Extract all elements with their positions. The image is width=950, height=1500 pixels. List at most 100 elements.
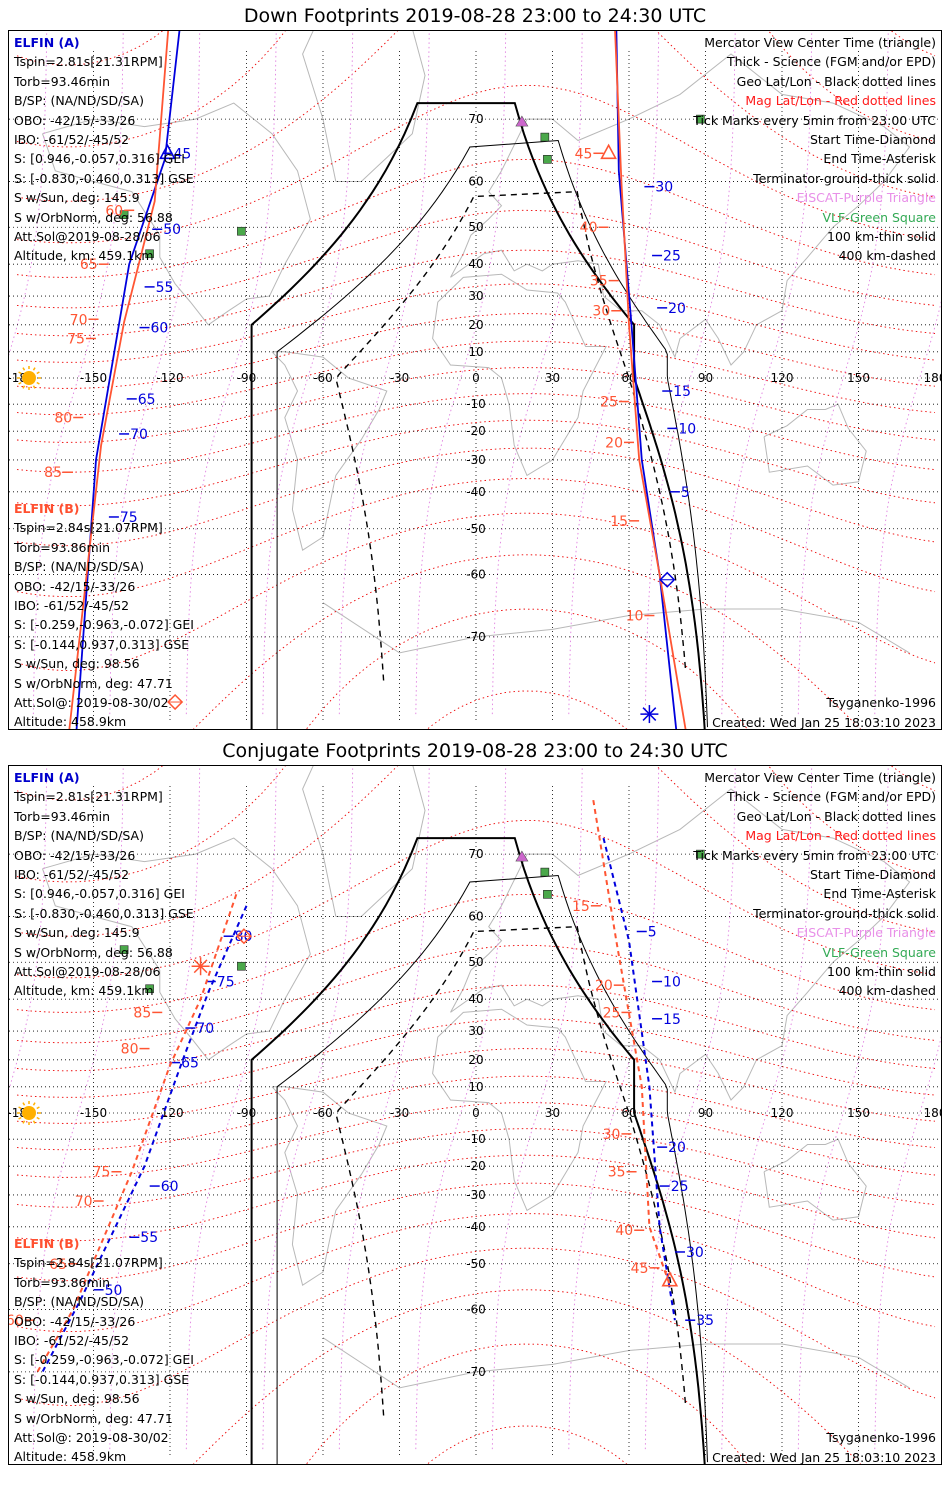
track-time-label: 50 xyxy=(105,1283,123,1299)
legend-line: Tick Marks every 5min from 23:00 UTC xyxy=(693,112,936,128)
mag-lat-line xyxy=(16,1154,936,1242)
lat-tick-label: -70 xyxy=(466,630,486,644)
track-time-label: 75 xyxy=(120,510,138,526)
mag-lat-line xyxy=(16,419,936,507)
track-time-label: 75 xyxy=(67,331,85,347)
lon-tick-label: 180 xyxy=(924,1106,942,1120)
legend-line: 100 km-thin solid xyxy=(827,228,936,244)
created-label: Created: Wed Jan 25 18:03:10 2023 xyxy=(712,715,936,730)
elfin-b-line: Torb=93.86min xyxy=(14,1274,111,1290)
track-time-label: 75 xyxy=(93,1165,111,1181)
lat-tick-label: -10 xyxy=(466,1132,486,1146)
vlf-station-marker xyxy=(237,961,246,971)
conjugate-footprints-plot: -180-150-120-90-60-300306090120150180706… xyxy=(9,766,942,1464)
lat-tick-label: 60 xyxy=(468,910,483,924)
lon-tick-label: 30 xyxy=(545,371,560,385)
coastline xyxy=(763,403,867,486)
elfin-b-line: B/SP: (NA/ND/SD/SA) xyxy=(14,1294,144,1310)
eiscat-marker xyxy=(515,850,529,862)
track-time-label: 15 xyxy=(673,384,691,400)
lat-tick-label: -30 xyxy=(466,1188,486,1202)
vlf-station-marker xyxy=(540,867,550,877)
sun-ray xyxy=(36,371,40,375)
lat-tick-label: 30 xyxy=(468,289,483,303)
mag-lon-line xyxy=(338,31,430,715)
lat-tick-label: -50 xyxy=(466,522,486,536)
end-asterisk-marker xyxy=(193,959,208,974)
track-time-label: 30 xyxy=(655,180,673,196)
footprint-track-a xyxy=(602,837,676,1321)
lat-tick-label: -30 xyxy=(466,453,486,467)
legend-line: Mercator View Center Time (triangle) xyxy=(704,35,936,50)
track-time-label: 5 xyxy=(681,485,690,501)
track-time-label: 45 xyxy=(631,1261,649,1277)
track-time-label: 25 xyxy=(600,395,618,411)
lat-tick-label: -60 xyxy=(466,1302,486,1316)
elfin-a-line: Torb=93.46min xyxy=(14,73,111,89)
center-time-triangle xyxy=(159,143,176,160)
sun-ray xyxy=(32,1102,36,1106)
elfin-b-line: IBO: -61/52/-45/52 xyxy=(14,597,130,613)
vlf-station-marker xyxy=(145,984,154,994)
coastline xyxy=(763,1138,867,1221)
mag-lat-line xyxy=(16,31,936,202)
mag-lat-line xyxy=(16,819,936,979)
elfin-a-line: Altitude, km: 459.1km xyxy=(14,248,154,264)
elfin-b-info: ELFIN (B) Tspin=2.84s[21.07RPM] Torb=93.… xyxy=(14,499,194,729)
track-time-label: 15 xyxy=(663,1012,681,1028)
legend-line: Thick - Science (FGM and/or EPD) xyxy=(727,54,936,70)
lat-tick-label: 30 xyxy=(468,1024,483,1038)
legend-line: 400 km-dashed xyxy=(838,248,936,264)
mag-lat-line xyxy=(16,367,936,443)
coastline xyxy=(432,1008,607,1212)
sun-ray xyxy=(22,385,26,389)
lon-tick-label: -60 xyxy=(313,1106,333,1120)
elfin-a-line: S w/Sun, deg: 145.9 xyxy=(14,925,140,941)
lat-tick-label: 20 xyxy=(468,1053,483,1067)
mag-lat-line xyxy=(16,1213,936,1333)
mag-lat-line xyxy=(16,209,936,309)
lon-tick-label: 0 xyxy=(472,371,480,385)
elfin-a-info: ELFIN (A) Tspin=2.81s[21.31RPM] Torb=93.… xyxy=(14,33,194,266)
elfin-b-info: ELFIN (B) Tspin=2.84s[21.07RPM] Torb=93.… xyxy=(14,1234,194,1464)
lat-tick-label: 70 xyxy=(468,112,483,126)
lat-tick-label: 10 xyxy=(468,345,483,359)
vlf-station-marker xyxy=(696,114,705,124)
lat-tick-label: -50 xyxy=(466,1257,486,1271)
track-time-label: 85 xyxy=(133,1005,151,1021)
coastline xyxy=(450,53,911,366)
track-time-label: 20 xyxy=(668,1140,686,1156)
legend-line: Start Time-Diamond xyxy=(809,866,936,882)
legend-line: Geo Lat/Lon - Black dotted lines xyxy=(736,73,936,89)
legend-line: Start Time-Diamond xyxy=(809,131,936,147)
track-time-label: 70 xyxy=(75,1194,93,1210)
mag-lat-line xyxy=(16,893,936,1013)
sun-ray xyxy=(18,381,22,385)
mag-lat-line xyxy=(426,1425,628,1464)
vlf-station-marker xyxy=(119,210,129,219)
track-time-label: 20 xyxy=(668,301,686,317)
elfin-a-line: S w/OrbNorm, deg: 56.88 xyxy=(14,944,173,960)
track-time-label: 15 xyxy=(572,899,590,915)
mag-lat-line xyxy=(306,1343,748,1464)
track-time-label: 25 xyxy=(603,1005,621,1021)
elfin-b-line: B/SP: (NA/ND/SD/SA) xyxy=(14,559,144,575)
elfin-b-line: Tspin=2.84s[21.07RPM] xyxy=(14,1255,163,1271)
lon-tick-label: 30 xyxy=(545,1106,560,1120)
track-time-label: 10 xyxy=(678,421,696,437)
legend-line: EISCAT-Purple Triangle xyxy=(796,190,936,206)
lat-tick-label: 50 xyxy=(468,220,483,234)
sun-ray xyxy=(32,367,36,371)
footprint-track-b xyxy=(36,893,238,1373)
elfin-a-line: OBO: -42/15/-33/26 xyxy=(14,847,136,863)
elfin-a-line: S: [0.946,-0.057,0.316] GEI xyxy=(14,886,185,902)
track-time-label: 65 xyxy=(49,1257,67,1273)
track-time-label: 75 xyxy=(217,975,235,991)
track-time-label: 80 xyxy=(54,411,72,427)
track-time-label: 60 xyxy=(9,1313,24,1329)
mag-lat-line xyxy=(16,944,936,1044)
footprint-400km-line xyxy=(335,190,687,681)
mag-lat-line xyxy=(426,690,628,729)
elfin-a-line: IBO: -61/52/-45/52 xyxy=(14,131,130,147)
sun-ray xyxy=(36,381,40,385)
